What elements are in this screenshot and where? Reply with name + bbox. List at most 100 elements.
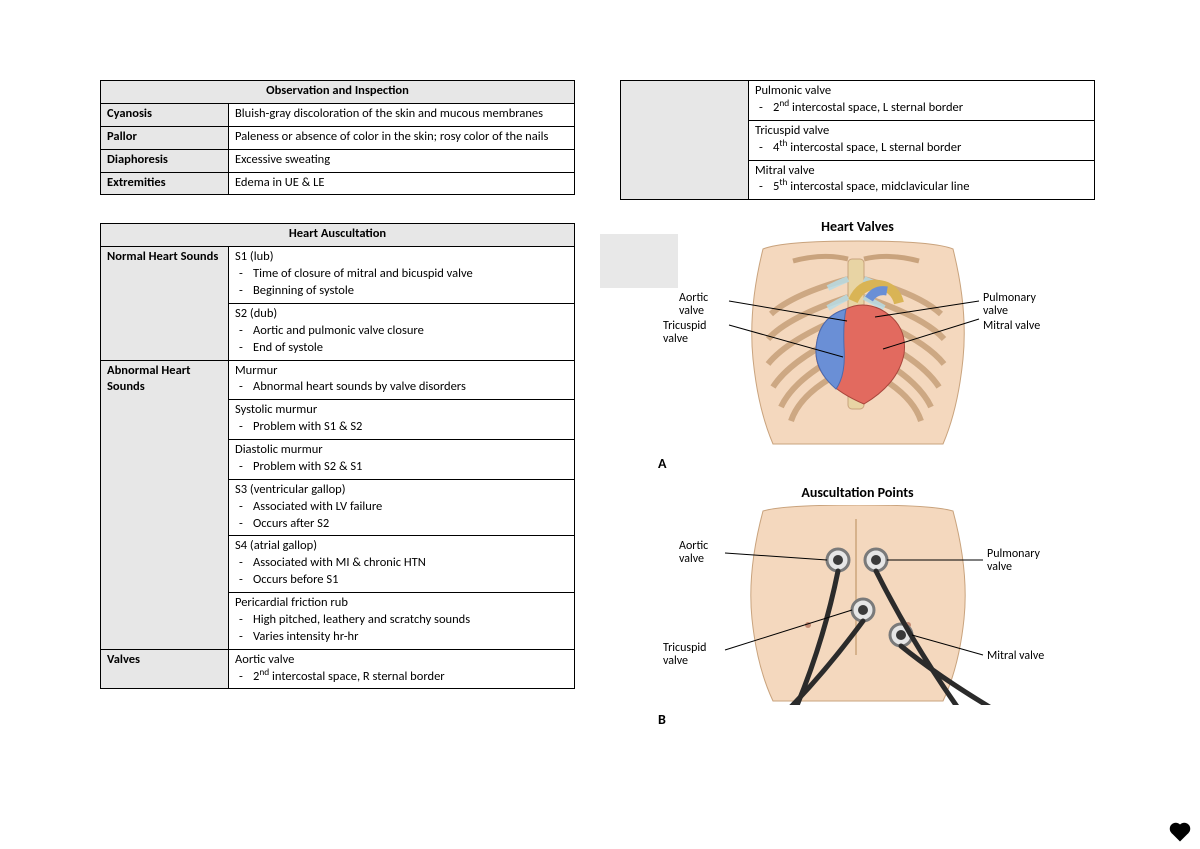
fig-b-label-tricuspid: Tricuspid: [663, 641, 706, 655]
auscultation-points-figure: Aortic valve Tricuspid valve Pulmonary v…: [643, 505, 1073, 705]
bullet-item: Aortic and pulmonic valve closure: [253, 323, 568, 340]
table-row: Normal Heart SoundsS1 (lub)Time of closu…: [101, 247, 575, 304]
bullet-item: 5th intercostal space, midclavicular lin…: [773, 179, 1088, 196]
panel-a-label: A: [658, 455, 1095, 472]
bullet-list: Aortic and pulmonic valve closureEnd of …: [235, 323, 568, 357]
bullet-item: Occurs before S1: [253, 572, 568, 589]
row-label: Valves: [101, 649, 229, 689]
entry-title: S2 (dub): [235, 306, 568, 323]
row-text: Pulmonic valve2nd intercostal space, L s…: [749, 81, 1095, 121]
bullet-list: Time of closure of mitral and bicuspid v…: [235, 266, 568, 300]
bullet-item: High pitched, leathery and scratchy soun…: [253, 612, 568, 629]
bullet-list: 2nd intercostal space, R sternal border: [235, 669, 568, 686]
row-text: Tricuspid valve4th intercostal space, L …: [749, 120, 1095, 160]
table-row: ExtremitiesEdema in UE & LE: [101, 172, 575, 195]
bullet-item: 2nd intercostal space, R sternal border: [253, 669, 568, 686]
heart-valves-figure: Aortic valve Tricuspid valve Pulmonary v…: [643, 239, 1073, 449]
table-row: Pulmonic valve2nd intercostal space, L s…: [621, 81, 1095, 121]
row-label: Normal Heart Sounds: [101, 247, 229, 360]
left-column: Observation and Inspection CyanosisBluis…: [100, 80, 575, 728]
bullet-item: Problem with S1 & S2: [253, 419, 568, 436]
row-text: Excessive sweating: [229, 149, 575, 172]
bullet-item: Varies intensity hr-hr: [253, 629, 568, 646]
entry-title: Tricuspid valve: [755, 123, 1088, 140]
diagram-b-title: Auscultation Points: [620, 484, 1095, 501]
fig-a-label-tricuspid: Tricuspid: [663, 319, 706, 333]
row-text: Mitral valve5th intercostal space, midcl…: [749, 160, 1095, 200]
entry-title: Systolic murmur: [235, 402, 568, 419]
row-text: Diastolic murmurProblem with S2 & S1: [229, 440, 575, 480]
svg-text:valve: valve: [663, 654, 688, 668]
row-text: MurmurAbnormal heart sounds by valve dis…: [229, 360, 575, 400]
entry-title: S1 (lub): [235, 249, 568, 266]
bullet-list: High pitched, leathery and scratchy soun…: [235, 612, 568, 646]
bullet-list: 4th intercostal space, L sternal border: [755, 140, 1088, 157]
bullet-list: Associated with LV failureOccurs after S…: [235, 499, 568, 533]
heart-icon: [1172, 825, 1189, 842]
table-row: CyanosisBluish-gray discoloration of the…: [101, 103, 575, 126]
row-label: Extremities: [101, 172, 229, 195]
row-text: Systolic murmurProblem with S1 & S2: [229, 400, 575, 440]
page: Observation and Inspection CyanosisBluis…: [0, 0, 1200, 768]
row-text: Pericardial friction rubHigh pitched, le…: [229, 593, 575, 650]
row-text: S1 (lub)Time of closure of mitral and bi…: [229, 247, 575, 304]
svg-text:valve: valve: [983, 304, 1008, 318]
svg-text:valve: valve: [679, 304, 704, 318]
table-row: ValvesAortic valve2nd intercostal space,…: [101, 649, 575, 689]
fig-a-label-mitral: Mitral valve: [983, 319, 1040, 333]
svg-text:valve: valve: [679, 552, 704, 566]
row-label: Abnormal Heart Sounds: [101, 360, 229, 649]
bullet-item: Time of closure of mitral and bicuspid v…: [253, 266, 568, 283]
row-label: Diaphoresis: [101, 149, 229, 172]
bullet-list: Problem with S1 & S2: [235, 419, 568, 436]
diagram-a-title: Heart Valves: [620, 218, 1095, 235]
fig-b-label-aortic: Aortic: [679, 539, 708, 553]
table-valves-continued: Pulmonic valve2nd intercostal space, L s…: [620, 80, 1095, 200]
bullet-list: 5th intercostal space, midclavicular lin…: [755, 179, 1088, 196]
bullet-list: Problem with S2 & S1: [235, 459, 568, 476]
entry-title: Mitral valve: [755, 163, 1088, 180]
table-row: Abnormal Heart SoundsMurmurAbnormal hear…: [101, 360, 575, 400]
table-observation-inspection: Observation and Inspection CyanosisBluis…: [100, 80, 575, 195]
entry-title: Murmur: [235, 363, 568, 380]
svg-text:valve: valve: [663, 332, 688, 346]
decorative-gray-rect: [600, 234, 678, 288]
bullet-list: Associated with MI & chronic HTNOccurs b…: [235, 555, 568, 589]
bullet-item: Associated with LV failure: [253, 499, 568, 516]
row-text: Paleness or absence of color in the skin…: [229, 126, 575, 149]
table-row: PallorPaleness or absence of color in th…: [101, 126, 575, 149]
entry-title: Pulmonic valve: [755, 83, 1088, 100]
table-row: DiaphoresisExcessive sweating: [101, 149, 575, 172]
row-text: S4 (atrial gallop)Associated with MI & c…: [229, 536, 575, 593]
row-label-blank: [621, 81, 749, 200]
row-text: S2 (dub)Aortic and pulmonic valve closur…: [229, 303, 575, 360]
entry-title: Pericardial friction rub: [235, 595, 568, 612]
row-text: S3 (ventricular gallop)Associated with L…: [229, 479, 575, 536]
diagram-area: Heart Valves: [620, 218, 1095, 728]
panel-b-label: B: [658, 711, 1095, 728]
entry-title: Aortic valve: [235, 652, 568, 669]
row-text: Bluish-gray discoloration of the skin an…: [229, 103, 575, 126]
entry-title: Diastolic murmur: [235, 442, 568, 459]
bullet-list: 2nd intercostal space, L sternal border: [755, 100, 1088, 117]
table2-title: Heart Auscultation: [101, 224, 575, 247]
bullet-item: 4th intercostal space, L sternal border: [773, 140, 1088, 157]
bullet-item: Associated with MI & chronic HTN: [253, 555, 568, 572]
fig-b-label-pulmonary: Pulmonary: [987, 547, 1040, 561]
right-column: Pulmonic valve2nd intercostal space, L s…: [620, 80, 1095, 728]
bullet-list: Abnormal heart sounds by valve disorders: [235, 379, 568, 396]
fig-a-label-aortic: Aortic: [679, 291, 708, 305]
row-text: Edema in UE & LE: [229, 172, 575, 195]
svg-text:valve: valve: [987, 560, 1012, 574]
bullet-item: Problem with S2 & S1: [253, 459, 568, 476]
entry-title: S3 (ventricular gallop): [235, 482, 568, 499]
bullet-item: Beginning of systole: [253, 283, 568, 300]
table-heart-auscultation: Heart Auscultation Normal Heart SoundsS1…: [100, 223, 575, 689]
bullet-item: Occurs after S2: [253, 516, 568, 533]
bullet-item: 2nd intercostal space, L sternal border: [773, 100, 1088, 117]
table1-title: Observation and Inspection: [101, 81, 575, 104]
bullet-item: Abnormal heart sounds by valve disorders: [253, 379, 568, 396]
fig-a-label-pulmonary: Pulmonary: [983, 291, 1036, 305]
row-text: Aortic valve2nd intercostal space, R ste…: [229, 649, 575, 689]
fig-b-label-mitral: Mitral valve: [987, 649, 1044, 663]
